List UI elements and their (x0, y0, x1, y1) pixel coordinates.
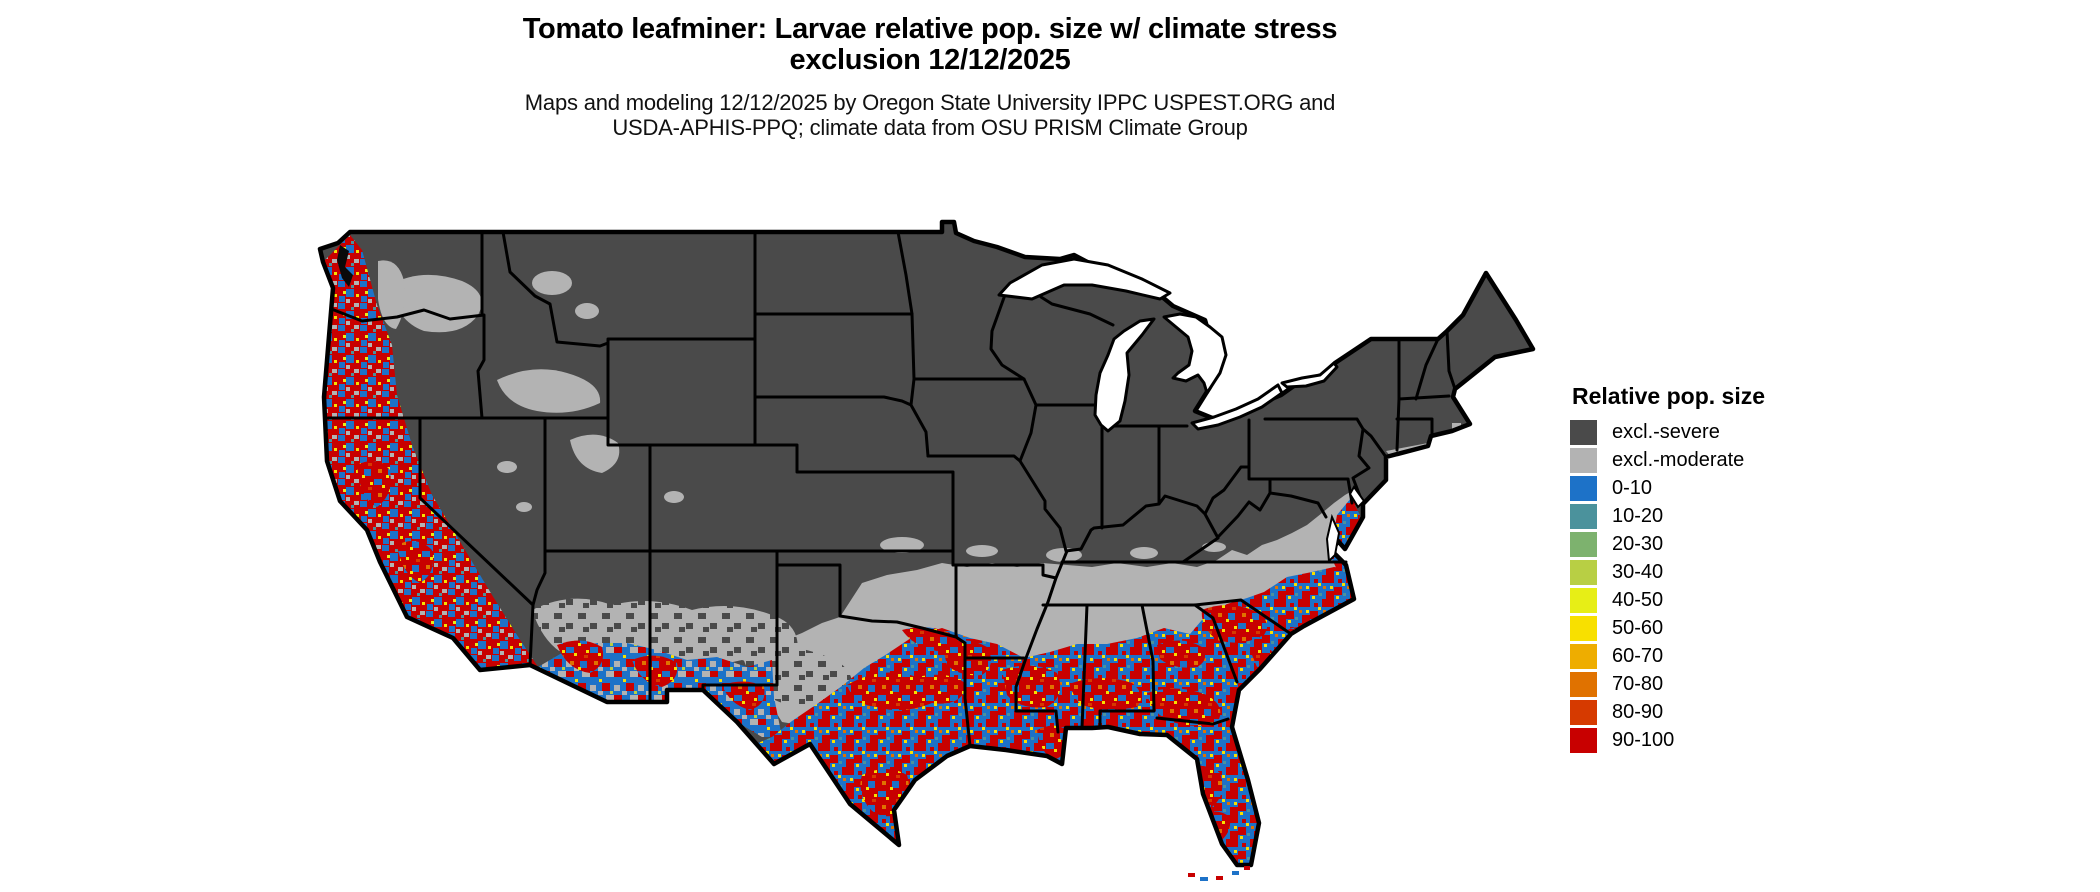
legend-row-40-50: 40-50 (1570, 588, 1870, 613)
legend-row-excl.-moderate: excl.-moderate (1570, 448, 1870, 473)
legend-row-50-60: 50-60 (1570, 616, 1870, 641)
legend-label: 90-100 (1612, 729, 1675, 751)
legend-swatch (1570, 588, 1597, 613)
legend-label: 20-30 (1612, 533, 1664, 555)
chesapeake-bay (1325, 513, 1341, 564)
gray-mt-west (532, 271, 572, 295)
legend-row-30-40: 30-40 (1570, 560, 1870, 585)
subtitle-line-1: Maps and modeling 12/12/2025 by Oregon S… (524, 90, 1336, 115)
gray-wa-cascades (378, 260, 405, 329)
red-blobs (357, 461, 1312, 843)
gray-snake-plain (497, 369, 601, 413)
lake-erie (1190, 383, 1284, 431)
lake-superior (997, 257, 1172, 301)
legend-swatch (1570, 672, 1597, 697)
legend-row-10-20: 10-20 (1570, 504, 1870, 529)
legend-swatch (1570, 476, 1597, 501)
legend-label: 30-40 (1612, 561, 1664, 583)
legend-label: 10-20 (1612, 505, 1664, 527)
legend-row-80-90: 80-90 (1570, 700, 1870, 725)
delaware-bay (1348, 485, 1366, 509)
gray-nv (516, 502, 532, 512)
legend-swatch (1570, 728, 1597, 753)
legend-label: 40-50 (1612, 589, 1664, 611)
legend-label: 50-60 (1612, 617, 1664, 639)
great-lakes (997, 257, 1339, 433)
legend-swatch (1570, 448, 1597, 473)
atlantic-bays (1325, 485, 1366, 564)
gray-nv (497, 461, 517, 473)
lake-huron (1162, 312, 1228, 395)
cape-cod-gray (1452, 423, 1461, 429)
legend: Relative pop. size excl.-severe excl.-mod… (1570, 383, 1870, 756)
puget-sound (337, 245, 353, 287)
legend-title: Relative pop. size (1572, 383, 1766, 409)
legend-swatch (1570, 644, 1597, 669)
legend-swatch (1570, 420, 1597, 445)
zone-west-coast-speckle (323, 235, 538, 670)
us-map (302, 215, 1537, 881)
lake-michigan (1093, 317, 1156, 433)
legend-swatch (1570, 560, 1597, 585)
lake-ontario (1280, 361, 1339, 389)
gray-co (664, 491, 684, 503)
legend-label: excl.-moderate (1612, 449, 1745, 471)
legend-row-20-30: 20-30 (1570, 532, 1870, 557)
legend-row-90-100: 90-100 (1570, 728, 1870, 753)
gray-mottle (966, 545, 998, 557)
legend-label: excl.-severe (1612, 421, 1720, 443)
legend-swatch (1570, 504, 1597, 529)
legend-row-excl.-severe: excl.-severe (1570, 420, 1870, 445)
page-subtitle: Maps and modeling 12/12/2025 by Oregon S… (0, 90, 1860, 140)
legend-label: 70-80 (1612, 673, 1664, 695)
gray-mt-west (575, 303, 599, 319)
page-title: Tomato leafminer: Larvae relative pop. s… (0, 14, 1860, 76)
legend-label: 80-90 (1612, 701, 1664, 723)
legend-swatch (1570, 532, 1597, 557)
map-header: Tomato leafminer: Larvae relative pop. s… (0, 14, 1860, 141)
legend-row-70-80: 70-80 (1570, 672, 1870, 697)
legend-label: 60-70 (1612, 645, 1664, 667)
legend-row-60-70: 60-70 (1570, 644, 1870, 669)
title-line-2: exclusion 12/12/2025 (789, 44, 1071, 76)
florida-keys (1188, 866, 1250, 881)
gray-mottle (880, 537, 924, 553)
gray-mottle (1130, 547, 1158, 559)
title-line-1: Tomato leafminer: Larvae relative pop. s… (522, 13, 1338, 45)
state-borders (326, 230, 1457, 748)
us-map-container (302, 215, 1537, 887)
legend-items: excl.-severe excl.-moderate 0-10 10-20 20-30… (1570, 420, 1870, 753)
zone-southwest-speckle (538, 643, 782, 737)
legend-swatch (1570, 616, 1597, 641)
legend-label: 0-10 (1612, 477, 1653, 499)
legend-swatch (1570, 700, 1597, 725)
subtitle-line-2: USDA-APHIS-PPQ; climate data from OSU PR… (612, 115, 1248, 140)
legend-row-0-10: 0-10 (1570, 476, 1870, 501)
